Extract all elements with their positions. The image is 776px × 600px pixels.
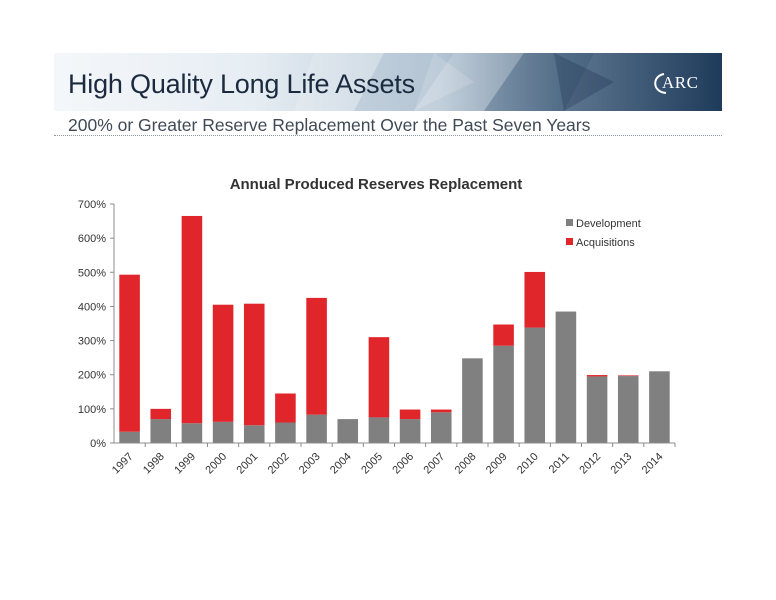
bar-acquisitions-2005 [368, 337, 390, 418]
legend-label-development: Development [576, 218, 641, 230]
logo-text: ARC [662, 73, 699, 92]
y-tick-label: 100% [78, 404, 106, 416]
x-tick-label: 2013 [609, 451, 635, 477]
x-tick-label: 2002 [266, 451, 292, 477]
bar-acquisitions-2010 [524, 271, 546, 328]
y-tick-label: 0% [90, 438, 106, 450]
bar-acquisitions-2007 [430, 409, 452, 413]
bar-development-2002 [275, 422, 296, 443]
bar-acquisitions-2013 [617, 375, 639, 377]
bar-development-2001 [243, 425, 265, 443]
x-tick-label: 2005 [359, 451, 385, 477]
x-tick-label: 2011 [547, 451, 572, 476]
x-tick-label: 2008 [453, 451, 479, 477]
x-tick-label: 1998 [141, 451, 167, 477]
bar-development-2012 [586, 376, 608, 443]
legend: Development Acquisitions [566, 218, 641, 249]
bar-development-2005 [368, 417, 390, 443]
bar-development-1998 [150, 419, 172, 443]
x-axis: 1997 1998 1999 2000 2001 2002 2003 2004 2005 2006… [110, 442, 676, 477]
x-tick-label: 2009 [484, 451, 510, 477]
page-title: High Quality Long Life Assets [68, 69, 415, 99]
bar-development-2010 [524, 327, 546, 443]
bar-development-2013 [617, 376, 639, 443]
bar-acquisitions-1997 [119, 274, 140, 432]
x-tick-label: 2014 [640, 451, 666, 477]
header-banner: High Quality Long Life Assets ARC [54, 53, 722, 111]
legend-swatch-acquisitions [566, 238, 573, 245]
bar-development-1997 [119, 431, 140, 443]
x-tick-label: 2003 [297, 451, 323, 477]
bar-development-2006 [399, 419, 421, 443]
bar-development-2009 [493, 345, 514, 443]
y-tick-label: 600% [78, 233, 106, 245]
bar-development-2007 [430, 412, 452, 443]
x-tick-label: 2000 [203, 451, 229, 477]
x-tick-label: 1997 [110, 451, 136, 477]
x-tick-label: 2010 [515, 451, 541, 477]
bar-acquisitions-1998 [150, 408, 172, 420]
x-tick-label: 1999 [172, 451, 198, 477]
y-tick-label: 200% [78, 370, 106, 382]
chart-title: Annual Produced Reserves Replacement [230, 176, 523, 193]
arc-logo: ARC [650, 70, 700, 96]
x-tick-label: 2007 [422, 451, 448, 477]
y-axis: 0% 100% 200% 300% 400% 500% 600% 700% [78, 199, 115, 450]
bar-acquisitions-2002 [275, 393, 296, 423]
bar-development-2011 [555, 311, 577, 443]
bar-acquisitions-2000 [212, 304, 234, 422]
bar-acquisitions-1999 [181, 215, 203, 424]
y-tick-label: 500% [78, 267, 106, 279]
bar-acquisitions-2012 [586, 375, 608, 377]
bar-development-2004 [337, 419, 359, 443]
bar-development-1999 [181, 423, 203, 443]
bar-development-2003 [306, 414, 327, 443]
bar-acquisitions-2009 [493, 324, 514, 346]
x-tick-label: 2012 [577, 451, 603, 477]
divider [54, 135, 722, 136]
bar-development-2008 [462, 358, 483, 443]
banner-pattern [294, 53, 614, 111]
bar-acquisitions-2006 [399, 409, 421, 420]
logo-swoosh-icon [654, 73, 667, 94]
bars [119, 215, 670, 443]
bar-acquisitions-2003 [306, 297, 327, 415]
y-tick-label: 700% [78, 199, 106, 211]
x-tick-label: 2001 [235, 451, 261, 477]
page-subtitle: 200% or Greater Reserve Replacement Over… [68, 115, 591, 135]
legend-swatch-development [566, 219, 573, 226]
y-tick-label: 300% [78, 336, 106, 348]
legend-label-acquisitions: Acquisitions [576, 237, 635, 249]
bar-acquisitions-2001 [243, 303, 265, 426]
bar-development-2000 [212, 421, 234, 443]
bar-development-2014 [649, 371, 670, 443]
x-tick-label: 2004 [328, 451, 354, 477]
x-tick-label: 2006 [390, 451, 416, 477]
y-tick-label: 400% [78, 301, 106, 313]
